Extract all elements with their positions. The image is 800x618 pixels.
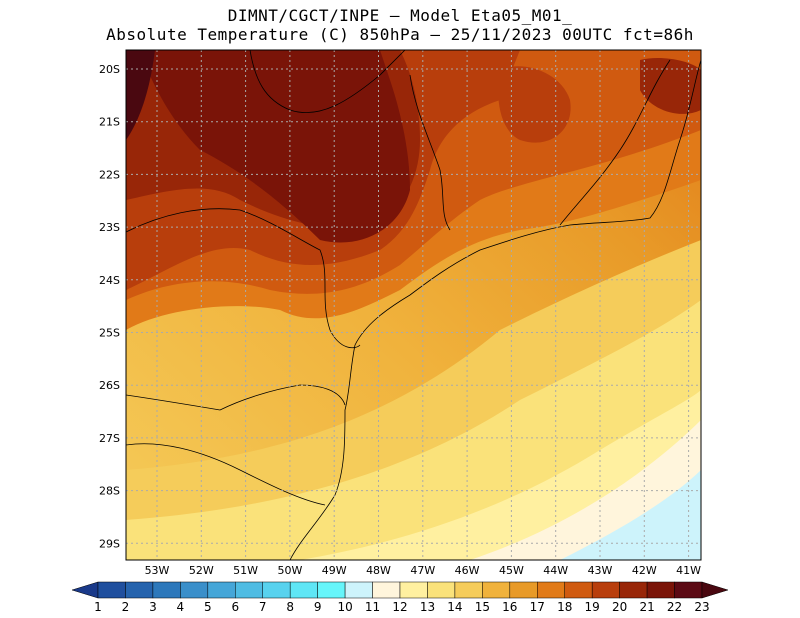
colorbar-tick-label: 4: [177, 600, 185, 614]
colorbar-swatch: [317, 581, 346, 599]
lon-label: 44W: [543, 564, 568, 577]
colorbar: [71, 581, 729, 599]
chart-title-line2: Absolute Temperature (C) 850hPa – 25/11/…: [106, 25, 694, 44]
colorbar-tick-label: 18: [557, 600, 572, 614]
lon-label: 48W: [366, 564, 391, 577]
colorbar-tick-label: 12: [392, 600, 407, 614]
colorbar-swatch: [509, 581, 538, 599]
chart-title-line1: DIMNT/CGCT/INPE – Model Eta05_M01_: [227, 6, 573, 25]
colorbar-swatch: [674, 581, 703, 599]
colorbar-tick-label: 19: [585, 600, 600, 614]
colorbar-tick-label: 13: [420, 600, 435, 614]
colorbar-swatch: [454, 581, 483, 599]
lat-lon-grid: [126, 50, 701, 560]
colorbar-swatch: [262, 581, 291, 599]
lon-label: 53W: [145, 564, 170, 577]
lat-label: 28S: [99, 485, 120, 498]
lat-label: 24S: [99, 274, 120, 287]
colorbar-tick-label: 11: [365, 600, 380, 614]
lon-label: 47W: [410, 564, 435, 577]
colorbar-swatch: [399, 581, 428, 599]
colorbar-swatch: [207, 581, 236, 599]
colorbar-tick-label: 5: [204, 600, 212, 614]
colorbar-swatch: [97, 581, 126, 599]
colorbar-swatch: [646, 581, 675, 599]
colorbar-swatch: [180, 581, 209, 599]
colorbar-tick-label: 2: [122, 600, 130, 614]
lat-label: 23S: [99, 221, 120, 234]
colorbar-swatch: [372, 581, 401, 599]
colorbar-tick-label: 15: [475, 600, 490, 614]
lat-label: 21S: [99, 116, 120, 129]
lon-label: 51W: [233, 564, 258, 577]
colorbar-swatch: [537, 581, 565, 599]
colorbar-tick-label: 16: [502, 600, 517, 614]
colorbar-swatch: [427, 581, 456, 599]
colorbar-swatch: [125, 581, 154, 599]
colorbar-tick-label: 7: [259, 600, 267, 614]
lon-label: 45W: [499, 564, 524, 577]
lon-label: 52W: [189, 564, 214, 577]
coastline-borders: [126, 50, 701, 560]
longitude-labels: 53W 52W 51W 50W 49W 48W 47W 46W 45W 44W 43W 42W 41W: [145, 564, 702, 577]
colorbar-labels: 1 2 3 4 5 6 7 8 9 10 11 12 13 14 15 16 17 18 19 20 21 22 23: [94, 600, 709, 614]
colorbar-tick-label: 3: [149, 600, 157, 614]
colorbar-swatch: [564, 581, 593, 599]
colorbar-swatch: [482, 581, 511, 599]
latitude-labels: 20S 21S 22S 23S 24S 25S 26S 27S 28S 29S: [99, 63, 120, 550]
lat-label: 25S: [99, 327, 120, 340]
lat-label: 20S: [99, 63, 120, 76]
lat-label: 26S: [99, 379, 120, 392]
lon-label: 41W: [676, 564, 701, 577]
colorbar-swatch: [591, 581, 620, 599]
colorbar-swatch: [152, 581, 181, 599]
lon-label: 42W: [632, 564, 657, 577]
colorbar-tick-label: 20: [612, 600, 627, 614]
colorbar-tick-label: 10: [337, 600, 352, 614]
colorbar-swatch: [344, 581, 373, 599]
lon-label: 49W: [322, 564, 347, 577]
colorbar-tick-label: 8: [286, 600, 294, 614]
colorbar-swatch: [289, 581, 318, 599]
lat-label: 29S: [99, 537, 120, 550]
map-frame: [125, 49, 702, 561]
colorbar-tick-label: 22: [667, 600, 682, 614]
colorbar-swatch: [235, 581, 263, 599]
colorbar-swatch: [619, 581, 648, 599]
colorbar-tick-label: 14: [447, 600, 462, 614]
colorbar-arrow-low: [71, 581, 99, 599]
lat-label: 27S: [99, 432, 120, 445]
colorbar-tick-label: 17: [530, 600, 545, 614]
colorbar-tick-label: 23: [694, 600, 709, 614]
colorbar-tick-label: 6: [231, 600, 239, 614]
temperature-field: [126, 50, 701, 560]
lat-label: 22S: [99, 168, 120, 181]
lon-label: 46W: [455, 564, 480, 577]
colorbar-tick-label: 9: [314, 600, 322, 614]
lon-label: 43W: [588, 564, 613, 577]
colorbar-arrow-high: [701, 581, 729, 599]
lon-label: 50W: [277, 564, 302, 577]
colorbar-tick-label: 1: [94, 600, 102, 614]
colorbar-tick-label: 21: [639, 600, 654, 614]
